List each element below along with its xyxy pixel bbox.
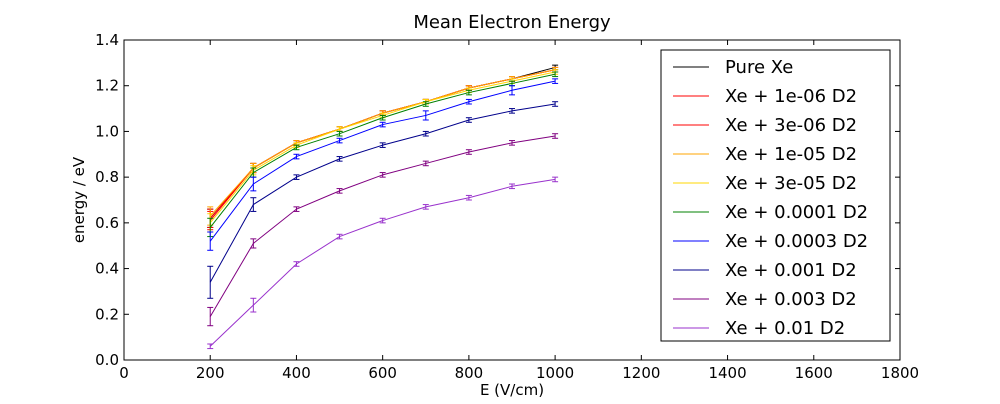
series-line: [209, 103, 556, 283]
legend-label: Xe + 3e-06 D2: [725, 115, 857, 136]
series-layer: [207, 64, 559, 350]
y-tick-label: 1.4: [95, 31, 119, 49]
y-tick-label: 0.8: [95, 168, 119, 186]
x-tick-label: 800: [455, 364, 484, 382]
legend-label: Xe + 0.01 D2: [725, 318, 845, 339]
series-9: [207, 176, 559, 350]
series-4: [207, 69, 559, 233]
series-line: [209, 73, 556, 228]
legend-label: Xe + 1e-06 D2: [725, 86, 857, 107]
y-tick-label: 0.4: [95, 260, 119, 278]
series-7: [207, 101, 559, 299]
legend-item: Xe + 1e-06 D2: [673, 86, 857, 107]
legend-item: Xe + 0.003 D2: [673, 289, 857, 310]
series-line: [209, 178, 556, 347]
legend-label: Xe + 3e-05 D2: [725, 173, 857, 194]
x-tick-label: 1000: [536, 364, 574, 382]
legend-item: Xe + 3e-05 D2: [673, 173, 857, 194]
legend-item: Pure Xe: [673, 57, 793, 78]
legend-item: Xe + 1e-05 D2: [673, 144, 857, 165]
y-tick-label: 1.2: [95, 77, 119, 95]
x-tick-label: 1200: [622, 364, 660, 382]
x-tick-label: 200: [196, 364, 225, 382]
legend-item: Xe + 0.0003 D2: [673, 231, 868, 252]
legend-item: Xe + 3e-06 D2: [673, 115, 857, 136]
y-tick-label: 0.0: [95, 351, 119, 369]
legend-box: [660, 49, 891, 342]
x-axis-label: E (V/cm): [480, 381, 544, 399]
legend: Pure Xe Xe + 1e-06 D2 Xe + 3e-06 D2 Xe + 1e…: [660, 49, 891, 342]
y-tick-label: 0.6: [95, 214, 119, 232]
y-tick-label: 0.2: [95, 305, 119, 323]
series-8: [207, 133, 559, 327]
legend-label: Xe + 0.0001 D2: [725, 202, 868, 223]
y-tick-label: 1.0: [95, 122, 119, 140]
ticks-layer: 0 200 400 600 800 1000 1200 1400 1600 1800 0.0 0.2 0…: [95, 31, 919, 382]
series-5: [207, 71, 559, 238]
series-6: [207, 78, 559, 251]
x-tick-label: 1600: [795, 364, 833, 382]
chart-title: Mean Electron Energy: [413, 12, 611, 33]
x-tick-label: 1800: [881, 364, 919, 382]
legend-label: Xe + 0.003 D2: [725, 289, 857, 310]
x-tick-label: 0: [119, 364, 129, 382]
legend-item: Xe + 0.01 D2: [673, 318, 845, 339]
x-tick-label: 400: [282, 364, 311, 382]
series-line: [209, 80, 556, 242]
legend-label: Xe + 1e-05 D2: [725, 144, 857, 165]
plot-frame: [123, 39, 901, 361]
x-tick-label: 1400: [708, 364, 746, 382]
legend-label: Xe + 0.0003 D2: [725, 231, 868, 252]
legend-label: Pure Xe: [725, 57, 793, 78]
legend-item: Xe + 0.001 D2: [673, 260, 857, 281]
legend-label: Xe + 0.001 D2: [725, 260, 857, 281]
x-tick-label: 600: [368, 364, 397, 382]
legend-item: Xe + 0.0001 D2: [673, 202, 868, 223]
y-axis-label: energy / eV: [70, 156, 88, 243]
